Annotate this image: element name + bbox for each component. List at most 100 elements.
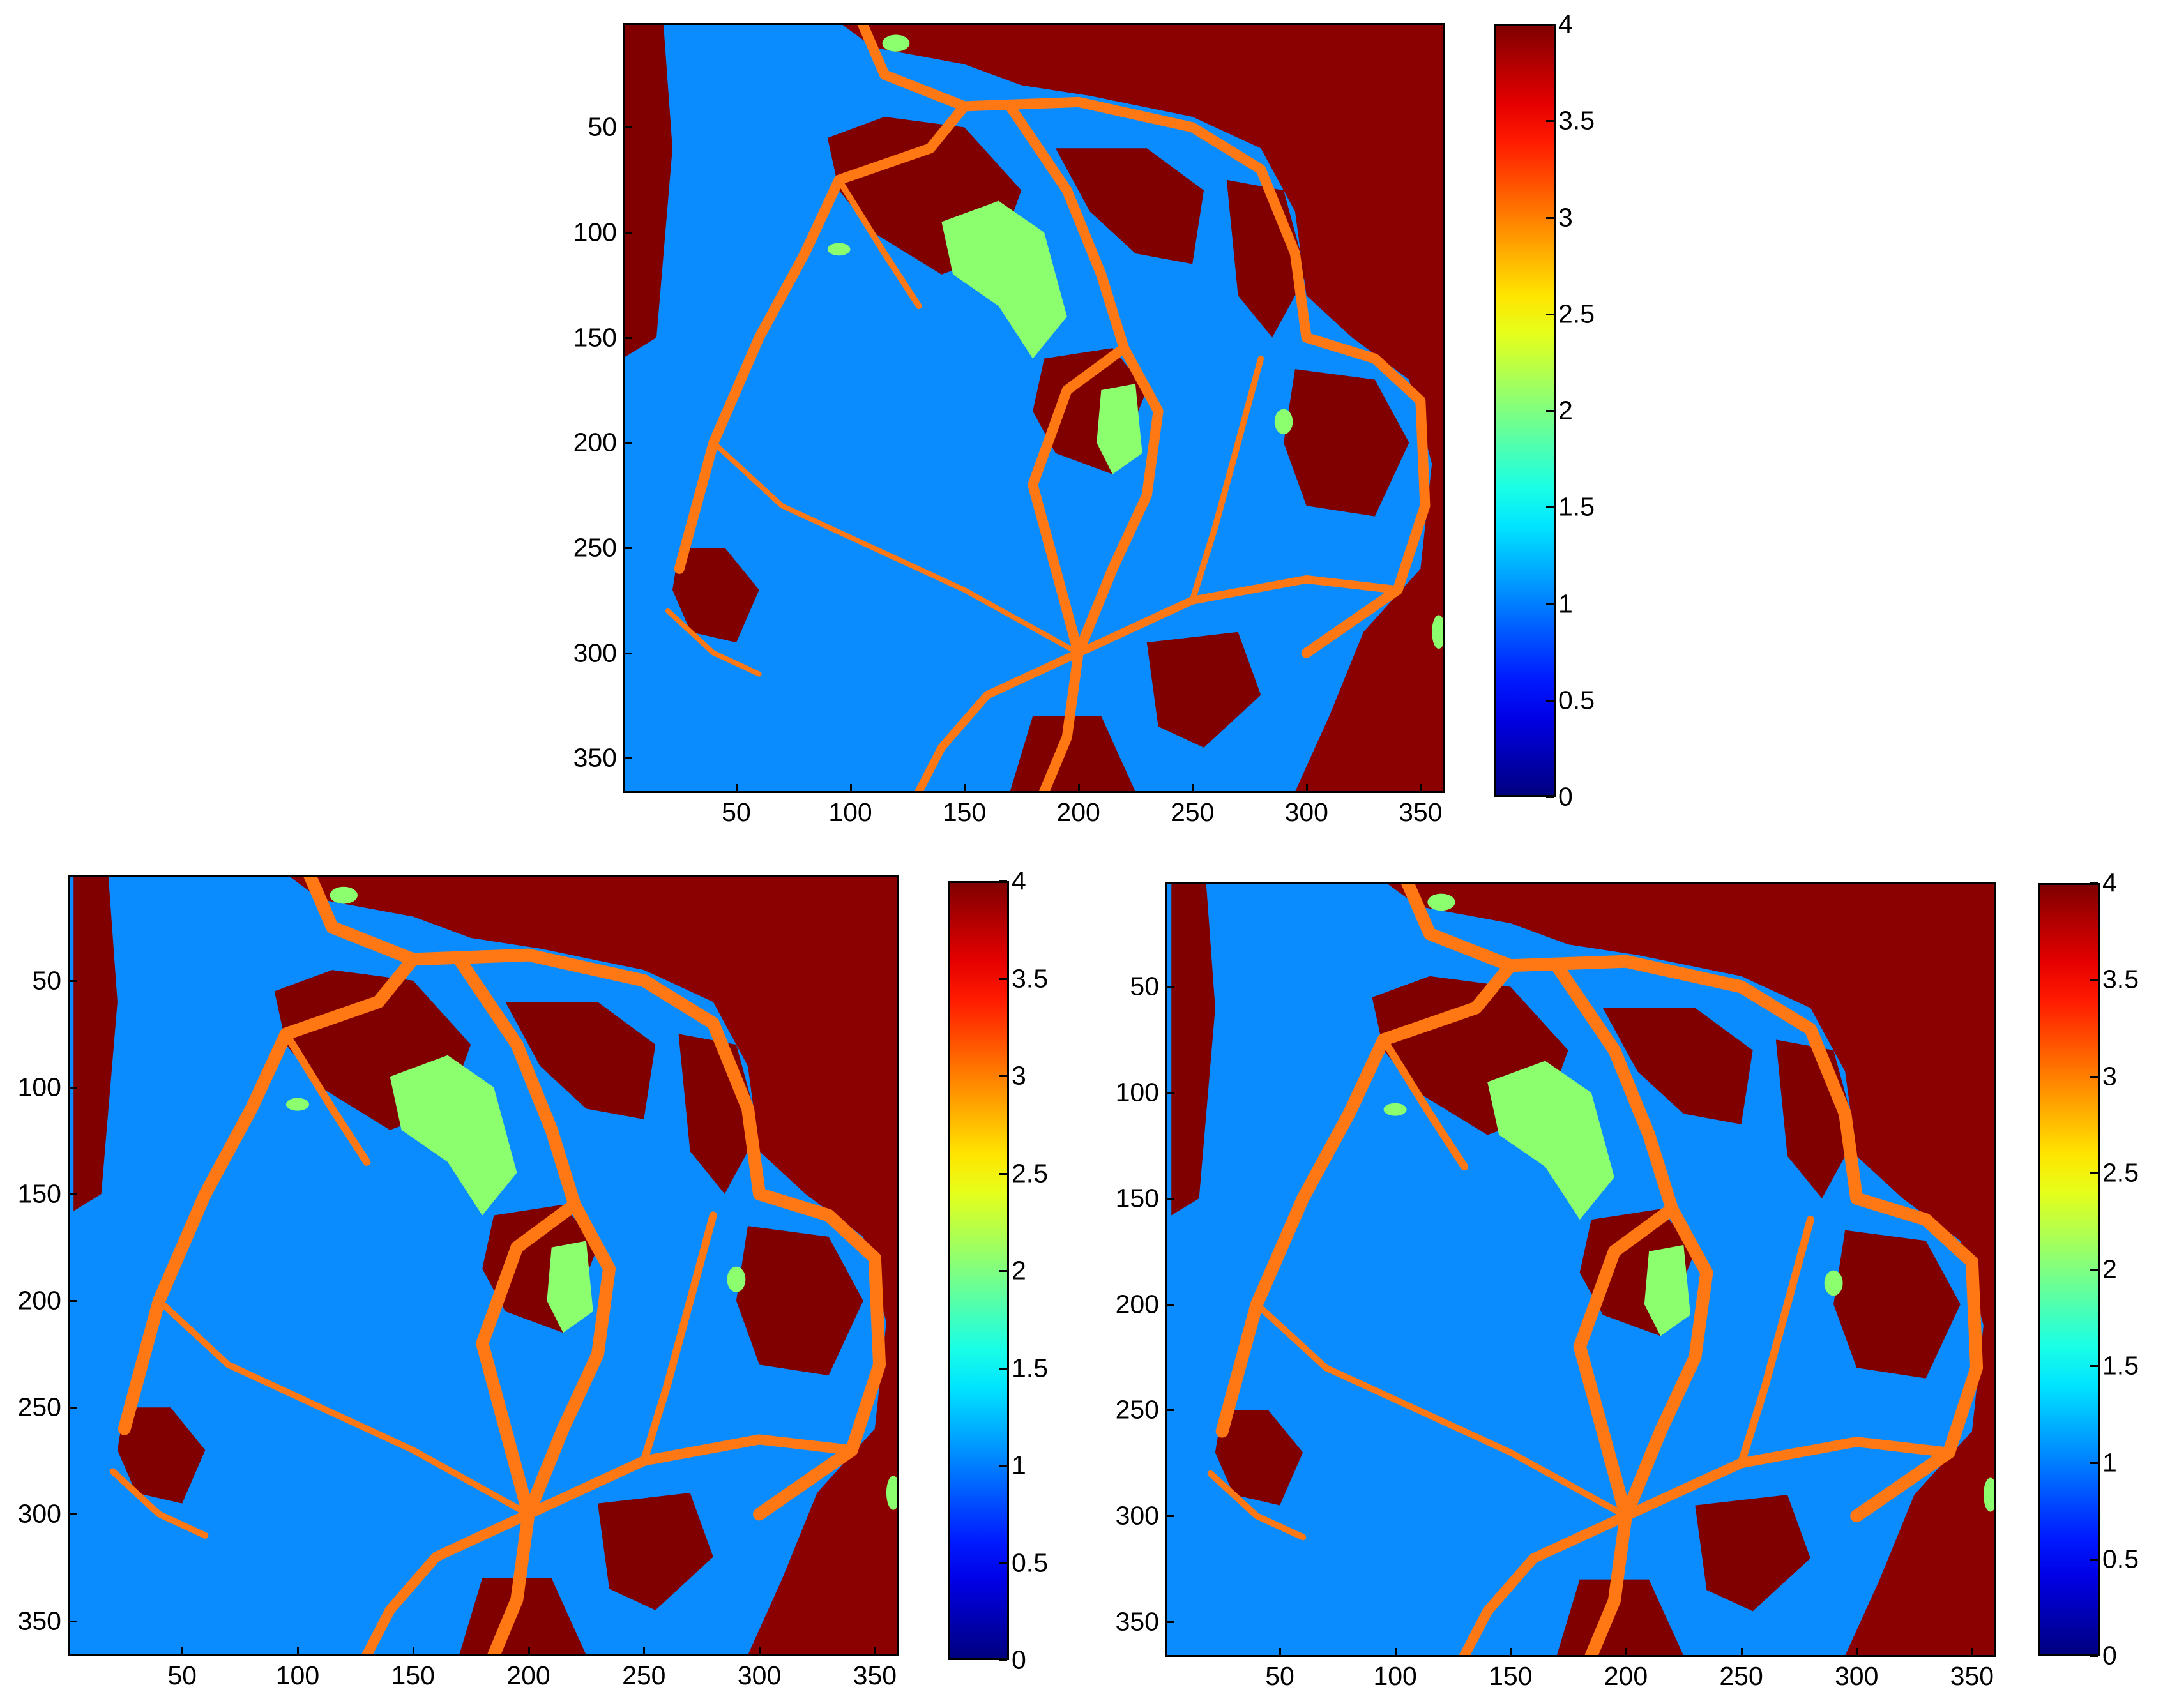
y-tick-label: 250 <box>1115 1394 1159 1425</box>
y-tick-label: 200 <box>1115 1289 1159 1319</box>
colorbar-tick-label: 2 <box>2102 1254 2117 1284</box>
colorbar-tick-mark <box>1546 120 1554 123</box>
vessel-right-branch <box>640 1211 717 1465</box>
colorbar-tick-label: 3.5 <box>2102 964 2139 994</box>
region-class-2-a <box>390 1055 517 1216</box>
region-class-2-c <box>285 1098 310 1111</box>
region-class-2-b <box>1644 1244 1691 1336</box>
region-class-4-b <box>1055 148 1204 264</box>
colorbar-tick-mark <box>2090 1172 2098 1174</box>
colorbar <box>2038 883 2100 1656</box>
vessel-lower-right <box>523 1434 857 1520</box>
colorbar-tick-mark <box>2090 1655 2098 1657</box>
colorbar-tick-label: 3.5 <box>1012 964 1048 993</box>
vessel-lower-right <box>1620 1437 1954 1522</box>
vessel-small <box>109 1468 209 1539</box>
region-class-4-g <box>1010 716 1135 792</box>
vessel-upper-branch <box>835 176 922 310</box>
y-tick-mark <box>1167 1303 1174 1306</box>
x-tick-label: 200 <box>506 1661 550 1690</box>
x-tick-label: 200 <box>1604 1661 1648 1691</box>
y-tick-mark <box>69 1407 77 1409</box>
heatmap-image <box>1167 883 1995 1656</box>
y-tick-mark <box>69 1513 77 1516</box>
colorbar-tick-label: 1.5 <box>1012 1353 1048 1382</box>
colorbar-tick-label: 2 <box>1012 1255 1026 1285</box>
x-tick-mark <box>412 1647 414 1655</box>
colorbar-tick-label: 1.5 <box>1558 492 1595 522</box>
region-class-2-e <box>1432 615 1443 649</box>
vessel-upper-branch <box>1379 1036 1469 1171</box>
region-class-2-d <box>1274 409 1293 435</box>
x-tick-label: 300 <box>1284 797 1328 827</box>
vessel-central <box>1005 101 1130 792</box>
vessel-mid-branch <box>1253 1301 1629 1520</box>
colorbar-tick-label: 2 <box>1558 395 1573 425</box>
heatmap-image <box>69 876 898 1655</box>
vessel-small <box>665 608 762 677</box>
colorbar-tick-label: 4 <box>1012 866 1026 896</box>
y-tick-mark <box>625 232 632 234</box>
y-tick-label: 300 <box>573 638 617 668</box>
y-tick-mark <box>1167 1409 1174 1412</box>
region-class-2-b <box>1097 384 1142 474</box>
region-class-2-a <box>1487 1061 1614 1220</box>
vessel-outer <box>857 24 1431 658</box>
region-class-4-h <box>597 1492 713 1610</box>
vessel-central <box>453 953 581 1655</box>
colorbar-tick-label: 0.5 <box>1012 1548 1048 1577</box>
vessel-outer <box>1400 883 1984 1523</box>
y-tick-label: 100 <box>1115 1077 1159 1107</box>
colorbar-tick-mark <box>2090 1558 2098 1561</box>
colorbar-tick-mark <box>1546 216 1554 219</box>
colorbar-tick-mark <box>1546 313 1554 315</box>
colorbar-tick-mark <box>999 1172 1007 1175</box>
colorbar-tick-label: 4 <box>2102 868 2117 898</box>
vessel-outer <box>303 876 886 1521</box>
x-tick-label: 300 <box>1835 1661 1879 1691</box>
x-tick-label: 100 <box>275 1661 320 1690</box>
vessel-left <box>118 953 420 1435</box>
region-class-4-g <box>459 1578 586 1655</box>
x-tick-mark <box>874 1647 876 1655</box>
vessel-mid-branch <box>156 1297 532 1518</box>
y-tick-label: 200 <box>17 1285 61 1315</box>
colorbar-tick-mark <box>999 1659 1007 1661</box>
region-class-2-e <box>1983 1477 1995 1512</box>
vessel-lower-left <box>361 1509 534 1655</box>
x-tick-mark <box>1192 784 1194 792</box>
x-tick-label: 250 <box>1719 1661 1763 1691</box>
vessel-small <box>1207 1470 1307 1541</box>
region-class-2-a <box>941 200 1067 359</box>
x-tick-mark <box>1394 1648 1397 1656</box>
x-tick-mark <box>849 784 852 792</box>
colorbar-tick-mark <box>999 1367 1007 1370</box>
x-tick-mark <box>964 784 966 792</box>
y-tick-mark <box>625 336 632 339</box>
y-tick-label: 100 <box>573 217 617 247</box>
y-tick-label: 250 <box>573 533 617 563</box>
colorbar-tick-mark <box>2090 882 2098 884</box>
region-class-4-h <box>1695 1495 1810 1612</box>
y-tick-mark <box>69 1620 77 1622</box>
x-tick-mark <box>759 1647 761 1655</box>
x-tick-mark <box>1740 1648 1743 1656</box>
colorbar-tick-mark <box>1546 796 1554 798</box>
x-tick-label: 100 <box>828 797 872 827</box>
y-tick-mark <box>1167 1621 1174 1623</box>
y-tick-label: 150 <box>1115 1183 1159 1213</box>
colorbar-tick-label: 3 <box>1558 202 1573 232</box>
y-tick-label: 50 <box>1130 971 1159 1001</box>
region-class-4-b <box>505 1002 656 1120</box>
colorbar-tick-mark <box>2090 1269 2098 1271</box>
y-tick-label: 250 <box>17 1392 61 1422</box>
x-tick-mark <box>735 784 738 792</box>
x-tick-label: 150 <box>942 797 987 827</box>
region-class-4-e <box>1284 369 1409 517</box>
region-class-4-left <box>1167 883 1215 1218</box>
x-tick-label: 150 <box>391 1661 435 1690</box>
y-tick-label: 50 <box>588 112 617 142</box>
x-tick-label: 50 <box>722 797 751 827</box>
x-tick-mark <box>1510 1648 1512 1656</box>
y-tick-mark <box>1167 986 1174 988</box>
